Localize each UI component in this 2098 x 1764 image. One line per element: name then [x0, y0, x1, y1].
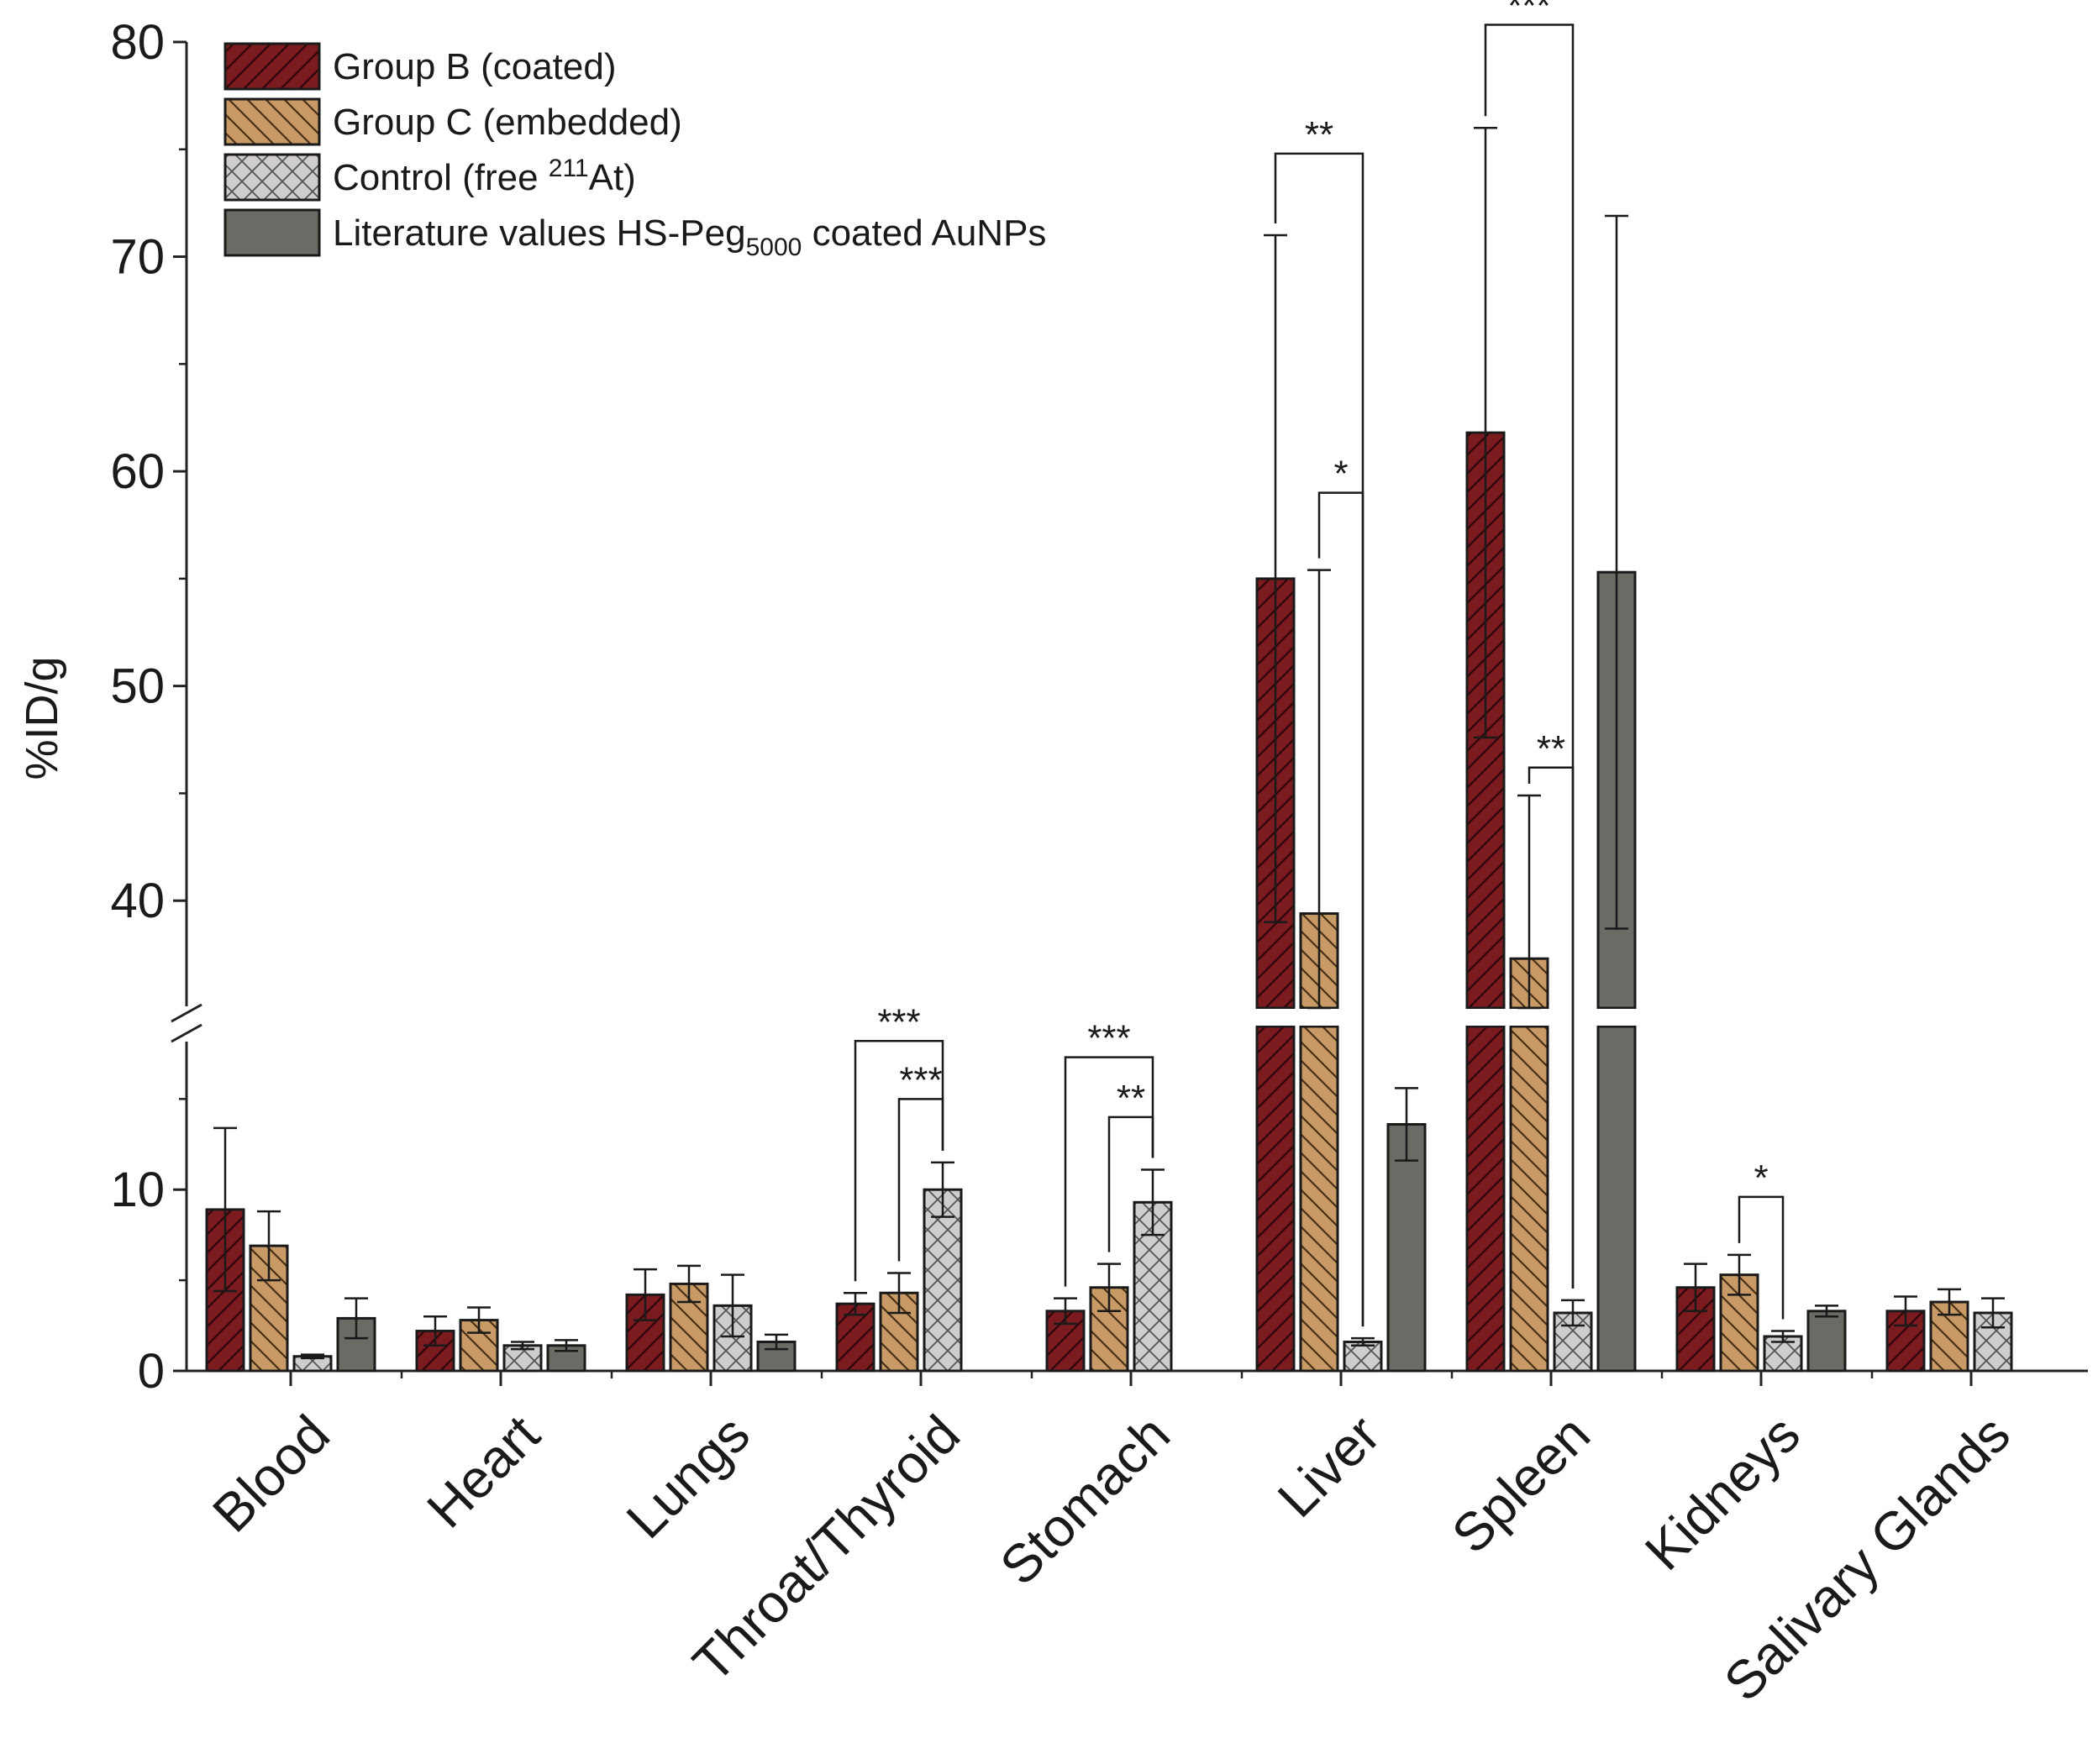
legend-label: Literature values HS-Peg5000 coated AuNP… — [333, 213, 1046, 261]
bar-lower — [1299, 1025, 1339, 1373]
significance-bracket — [1527, 766, 1575, 1289]
significance-label: * — [1754, 1158, 1768, 1199]
significance-label: *** — [1087, 1018, 1130, 1059]
legend: Group B (coated) Group C (embedded) Contro… — [223, 42, 1046, 261]
y-tick-label: 0 — [138, 1344, 165, 1399]
significance-bracket — [1317, 491, 1364, 1327]
significance-label: ** — [1537, 728, 1565, 769]
bar-lower — [1465, 1025, 1506, 1373]
legend-swatch — [223, 153, 321, 202]
legend-entry-ctrl: Control (free 211At) — [223, 153, 636, 202]
bar-break-gap — [1254, 1009, 1297, 1026]
legend-label: Group B (coated) — [333, 46, 617, 87]
significance-bracket — [1738, 1195, 1785, 1320]
category-label: Stomach — [988, 1404, 1181, 1597]
legend-swatch — [223, 97, 321, 146]
significance-bracket — [1064, 1056, 1154, 1287]
significance-label: * — [1333, 454, 1348, 495]
bar — [835, 1302, 875, 1373]
legend-entry-b: Group B (coated) — [223, 42, 617, 91]
category-label: Blood — [201, 1404, 341, 1544]
significance-label: *** — [1507, 0, 1550, 27]
bar-break-gap — [1595, 1009, 1638, 1026]
bar — [1806, 1310, 1847, 1373]
significance-bracket — [1107, 1116, 1154, 1252]
y-tick-label: 80 — [110, 15, 165, 70]
bar-break-gap — [1507, 1009, 1551, 1026]
significance-label: *** — [877, 1001, 920, 1042]
legend-entry-lit: Literature values HS-Peg5000 coated AuNP… — [223, 208, 1046, 261]
category-label: Kidneys — [1633, 1404, 1811, 1582]
category-label: Spleen — [1440, 1404, 1601, 1565]
bar-lower — [1255, 1025, 1296, 1373]
y-tick-label: 70 — [110, 230, 165, 285]
bar-lower — [1509, 1025, 1549, 1373]
y-tick-label: 50 — [110, 659, 165, 714]
category-label: Heart — [415, 1404, 551, 1540]
y-tick-label: 10 — [110, 1163, 165, 1217]
category-label: Liver — [1266, 1404, 1391, 1529]
bar-break-gap — [1464, 1009, 1507, 1026]
y-axis-title: %ID/g — [17, 656, 67, 780]
y-tick-label: 60 — [110, 444, 165, 499]
category-label: Lungs — [615, 1404, 761, 1550]
axis-break-mark-lower — [171, 1023, 202, 1043]
legend-swatch — [223, 208, 321, 257]
significance-bracket — [854, 1040, 944, 1282]
legend-entry-c: Group C (embedded) — [223, 97, 682, 146]
bar-lower — [1596, 1025, 1637, 1373]
y-axis: 40 50 60 70 80 0 10 — [110, 15, 202, 1399]
bar — [625, 1293, 665, 1373]
legend-label: Group C (embedded) — [333, 102, 682, 143]
axis-break-mark-upper — [171, 1003, 202, 1023]
y-tick-label: 40 — [110, 874, 165, 928]
significance-label: ** — [1117, 1078, 1145, 1119]
significance-label: ** — [1305, 114, 1333, 155]
significance-bracket — [897, 1098, 944, 1262]
bar — [756, 1340, 797, 1373]
bar — [669, 1282, 709, 1373]
error-bars — [213, 126, 2005, 1360]
significance-bracket — [1484, 24, 1575, 1289]
legend-swatch — [223, 42, 321, 91]
significance-brackets: ******************** — [854, 0, 1785, 1327]
bar-break-gap — [1297, 1009, 1341, 1026]
legend-label: Control (free 211At) — [333, 155, 636, 198]
significance-label: *** — [899, 1059, 942, 1100]
